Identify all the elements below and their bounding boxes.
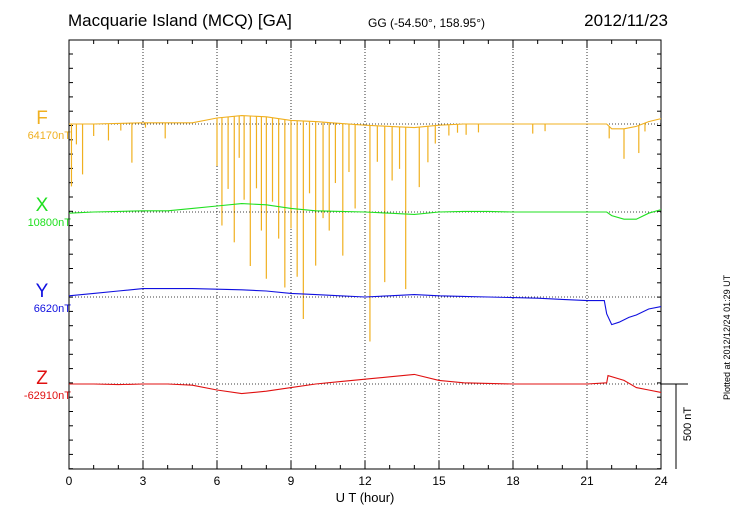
component-label-x: X 10800nT <box>5 195 71 229</box>
component-baseline: -62910nT <box>23 390 71 402</box>
station-coordinates: GG (-54.50°, 158.95°) <box>368 16 485 30</box>
series-line-y <box>68 288 662 326</box>
series-line-x <box>68 203 662 220</box>
x-tick-label: 12 <box>358 474 372 488</box>
series-line-z <box>69 373 662 395</box>
plotted-timestamp: Plotted at 2012/12/24 01:29 UT <box>722 274 730 400</box>
station-title: Macquarie Island (MCQ) [GA] <box>68 11 292 30</box>
x-tick-label: 3 <box>140 474 147 488</box>
component-baseline: 64170nT <box>27 130 71 142</box>
x-tick-label: 21 <box>580 474 594 488</box>
x-axis-label: U T (hour) <box>335 490 395 505</box>
chart-date: 2012/11/23 <box>584 11 668 30</box>
component-label-z: Z -62910nT <box>5 368 71 402</box>
component-label-y: Y 6620nT <box>5 281 71 315</box>
x-tick-label: 24 <box>654 474 668 488</box>
x-tick-label: 9 <box>288 474 295 488</box>
scale-bar-label: 500 nT <box>682 407 694 442</box>
x-tick-label: 6 <box>214 474 221 488</box>
component-baseline: 6620nT <box>33 303 71 315</box>
component-letter: F <box>36 108 48 129</box>
x-tick-label: 15 <box>432 474 446 488</box>
component-letter: Y <box>35 281 49 302</box>
x-tick-label: 0 <box>66 474 73 488</box>
component-letter: X <box>35 195 49 216</box>
x-tick-label: 18 <box>506 474 520 488</box>
series-line-f <box>69 115 662 130</box>
component-baseline: 10800nT <box>27 217 71 229</box>
component-letter: Z <box>36 368 48 389</box>
component-label-f: F 64170nT <box>5 108 71 142</box>
plot-frame <box>68 39 662 470</box>
